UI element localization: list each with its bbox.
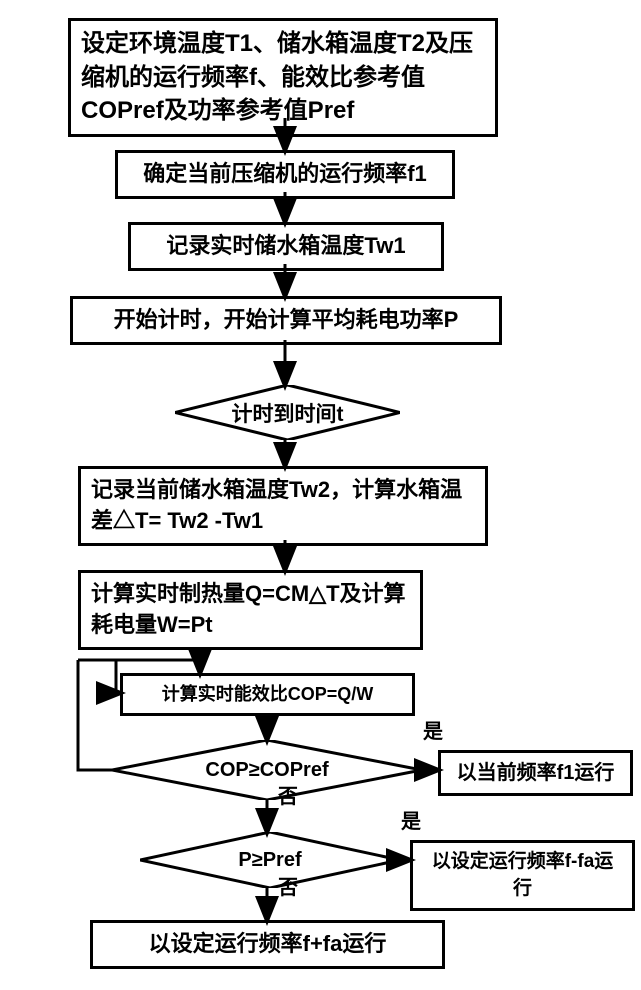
flow-node-n5: 记录当前储水箱温度Tw2，计算水箱温差△T= Tw2 -Tw1 bbox=[78, 466, 488, 546]
flow-decision-d3: P≥Pref bbox=[140, 832, 400, 888]
flow-node-n1: 设定环境温度T1、储水箱温度T2及压缩机的运行频率f、能效比参考值COPref及… bbox=[68, 18, 498, 137]
flow-node-r1: 以当前频率f1运行 bbox=[438, 750, 633, 796]
flow-node-n3: 记录实时储水箱温度Tw1 bbox=[128, 222, 444, 271]
svg-text:是: 是 bbox=[400, 810, 421, 833]
flow-node-n4: 开始计时，开始计算平均耗电功率P bbox=[70, 296, 502, 345]
flow-node-n7: 计算实时能效比COP=Q/W bbox=[120, 673, 415, 716]
flowchart-canvas: 设定环境温度T1、储水箱温度T2及压缩机的运行频率f、能效比参考值COPref及… bbox=[0, 0, 641, 990]
flow-node-r3: 以设定运行频率f+fa运行 bbox=[90, 920, 445, 969]
flow-node-r2: 以设定运行频率f-fa运行 bbox=[410, 840, 635, 911]
svg-text:是: 是 bbox=[422, 720, 443, 743]
flow-node-n2: 确定当前压缩机的运行频率f1 bbox=[115, 150, 455, 199]
flow-decision-d1: 计时到时间t bbox=[175, 385, 400, 440]
flow-node-n6: 计算实时制热量Q=CM△T及计算耗电量W=Pt bbox=[78, 570, 423, 650]
flow-decision-d2: COP≥COPref bbox=[112, 740, 422, 800]
